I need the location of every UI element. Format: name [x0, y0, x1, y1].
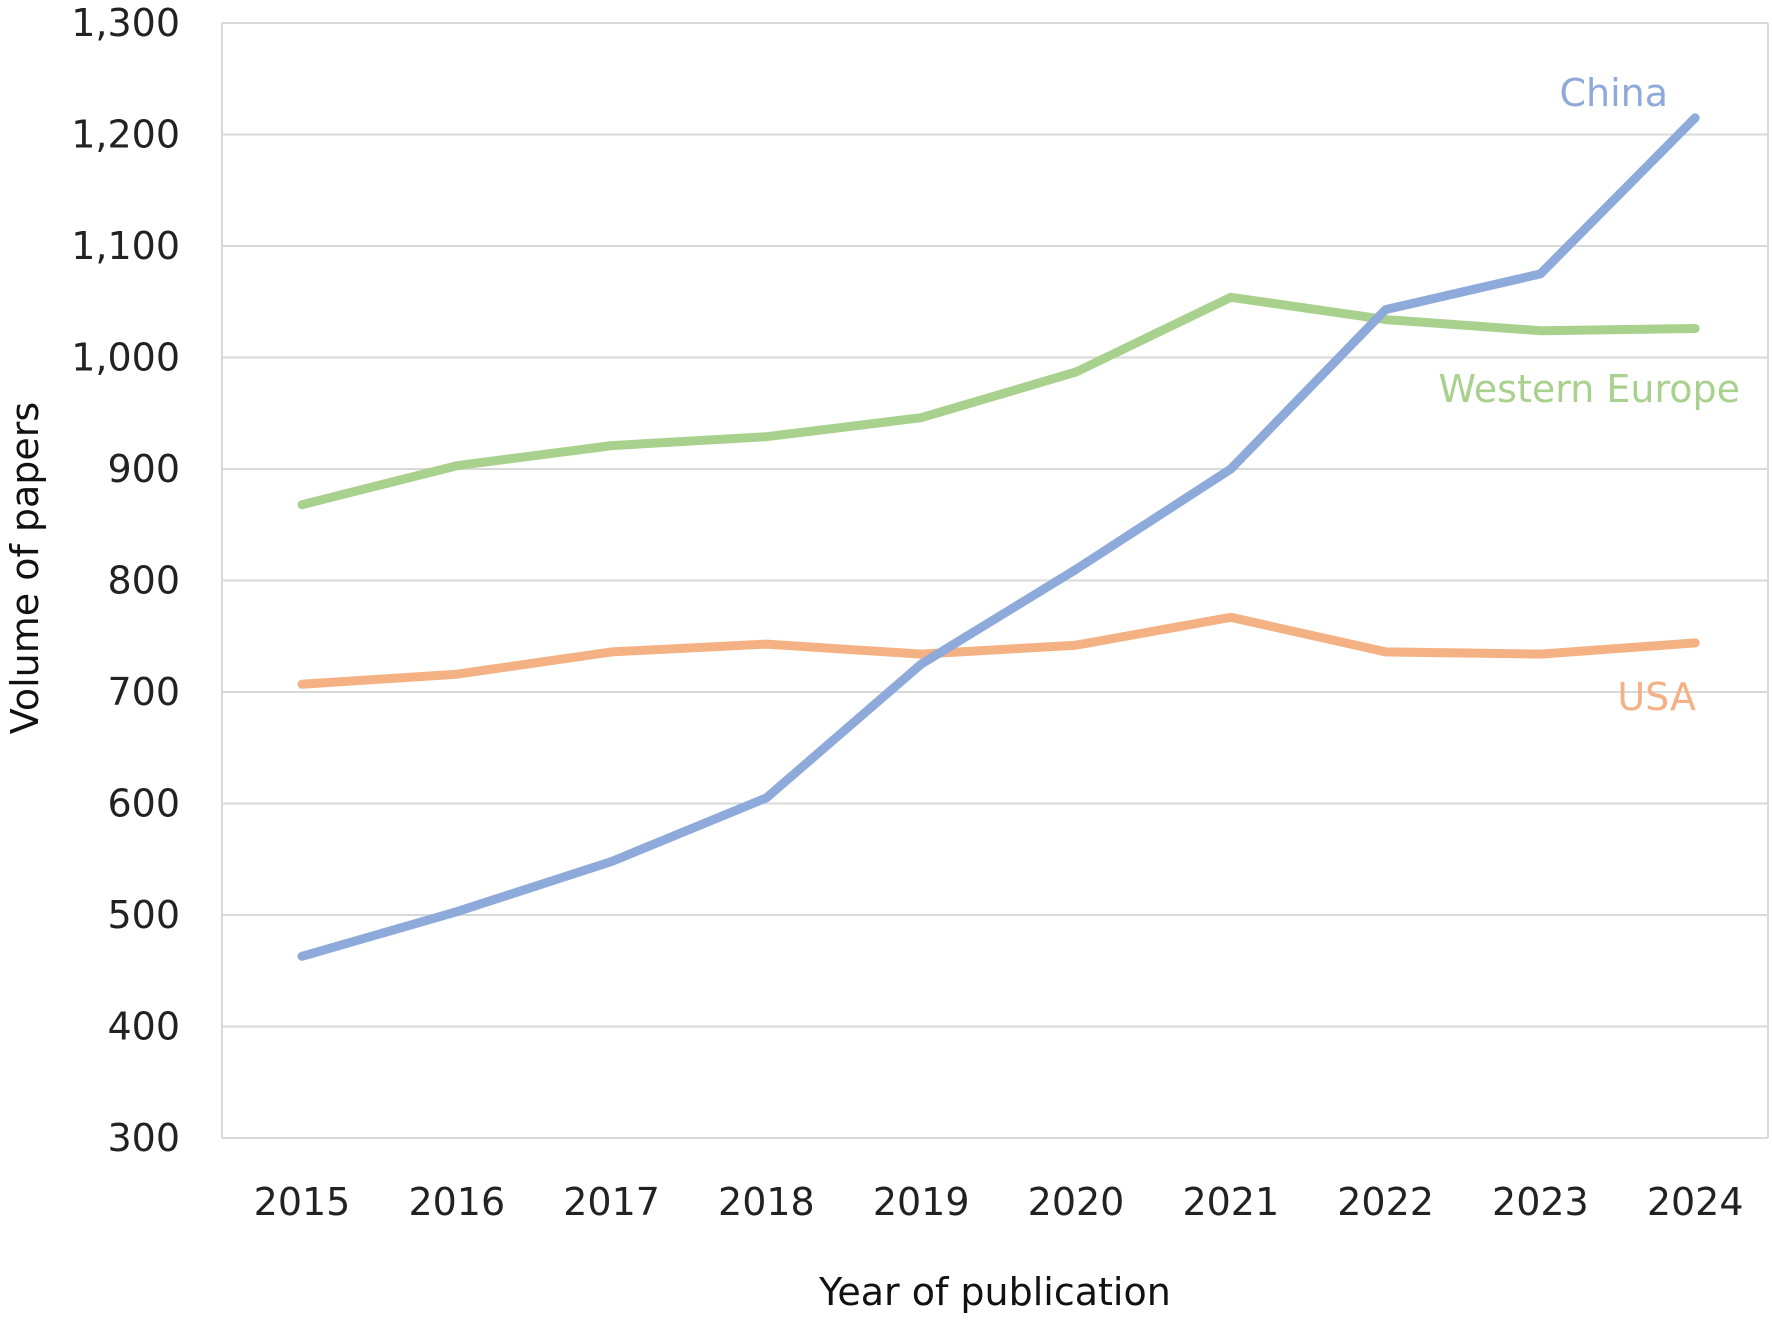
- plot-frame: [221, 23, 1769, 1138]
- x-tick-label: 2022: [1337, 1180, 1434, 1224]
- series-line-western-europe: [297, 292, 1700, 510]
- grid: [222, 22, 1768, 1139]
- y-tick-label: 500: [107, 893, 180, 937]
- y-tick-label: 300: [107, 1116, 180, 1160]
- x-tick-label: 2018: [718, 1180, 815, 1224]
- y-tick-label: 400: [107, 1005, 180, 1049]
- x-tick-label: 2017: [563, 1180, 660, 1224]
- y-tick-label: 1,200: [71, 113, 180, 157]
- y-tick-label: 900: [107, 447, 180, 491]
- y-tick-label: 800: [107, 559, 180, 603]
- x-axis-title: Year of publication: [818, 1270, 1171, 1314]
- y-axis-title: Volume of papers: [3, 402, 47, 734]
- y-tick-label: 700: [107, 670, 180, 714]
- series-lines: [297, 113, 1700, 961]
- y-tick-label: 1,000: [71, 336, 180, 380]
- y-axis-ticks: 300 400 500 600 700 800 900 1,000 1,100 1,200 1,30…: [71, 1, 180, 1160]
- series-label-western-europe: Western Europe: [1438, 367, 1740, 411]
- x-axis-ticks: 2015 2016 2017 2018 2019 2020 2021 2022 2023 2024: [254, 1180, 1744, 1224]
- x-tick-label: 2016: [408, 1180, 505, 1224]
- series-line-usa: [297, 612, 1700, 689]
- y-tick-label: 600: [107, 782, 180, 826]
- series-line-china: [297, 113, 1700, 961]
- x-tick-label: 2024: [1647, 1180, 1744, 1224]
- x-tick-label: 2020: [1028, 1180, 1125, 1224]
- series-labels: China Western Europe USA: [1438, 71, 1740, 719]
- x-tick-label: 2021: [1182, 1180, 1279, 1224]
- x-tick-label: 2015: [254, 1180, 351, 1224]
- series-label-usa: USA: [1617, 675, 1696, 719]
- x-tick-label: 2019: [873, 1180, 970, 1224]
- y-tick-label: 1,100: [71, 224, 180, 268]
- y-tick-label: 1,300: [71, 1, 180, 45]
- x-tick-label: 2023: [1492, 1180, 1589, 1224]
- series-label-china: China: [1559, 71, 1668, 115]
